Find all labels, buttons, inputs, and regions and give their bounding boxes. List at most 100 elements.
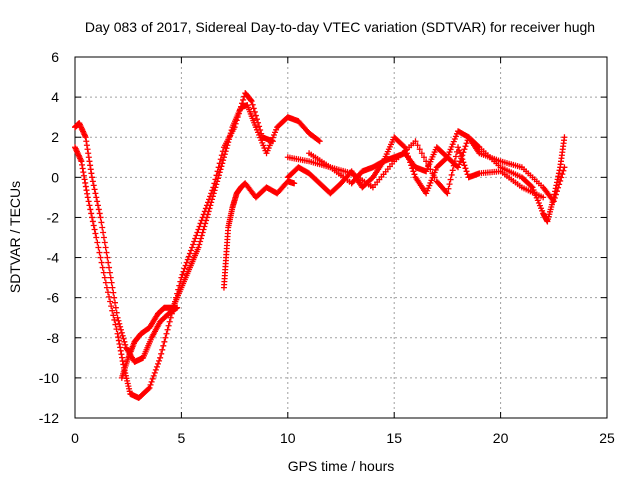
data-point — [94, 202, 101, 209]
data-point — [167, 314, 174, 321]
data-point — [102, 279, 109, 286]
data-point — [192, 235, 199, 242]
data-point — [249, 101, 256, 108]
data-point — [98, 219, 105, 226]
data-point — [458, 153, 465, 160]
data-point — [212, 184, 219, 191]
data-point — [102, 244, 109, 251]
data-point — [316, 138, 323, 145]
data-point — [160, 342, 167, 349]
y-tick-label: -12 — [39, 410, 59, 426]
data-point — [445, 185, 452, 192]
data-point — [455, 144, 462, 151]
data-point — [103, 249, 110, 256]
data-point — [197, 235, 204, 242]
data-point — [151, 369, 158, 376]
data-point — [107, 274, 114, 281]
data-point — [182, 262, 189, 269]
x-tick-label: 5 — [178, 430, 186, 446]
data-point — [449, 167, 456, 174]
data-point — [91, 226, 98, 233]
data-point — [431, 174, 438, 181]
data-point — [402, 147, 409, 154]
data-point — [412, 138, 419, 145]
data-point — [100, 229, 107, 236]
data-point — [166, 318, 173, 325]
data-point — [418, 150, 425, 157]
data-point — [224, 142, 231, 149]
data-point — [156, 357, 163, 364]
data-point — [209, 196, 216, 203]
y-tick-label: 4 — [51, 89, 59, 105]
data-point — [446, 181, 453, 188]
data-point — [561, 164, 568, 171]
y-tick-label: 2 — [51, 129, 59, 145]
data-point — [91, 186, 98, 193]
data-point — [96, 210, 103, 217]
data-point — [146, 384, 153, 391]
data-point — [461, 162, 468, 169]
y-tick-label: 6 — [51, 49, 59, 65]
data-point — [219, 160, 226, 167]
data-point — [200, 226, 207, 233]
data-point — [162, 334, 169, 341]
data-point — [115, 317, 122, 324]
data-point — [112, 304, 119, 311]
data-point — [461, 146, 468, 153]
data-point — [217, 166, 224, 173]
data-point — [457, 150, 464, 157]
x-tick-label: 10 — [280, 430, 296, 446]
data-point — [196, 241, 203, 248]
data-point — [116, 320, 123, 327]
data-point — [152, 366, 159, 373]
data-point — [198, 232, 205, 239]
data-point — [203, 217, 210, 224]
data-point — [84, 194, 91, 201]
y-tick-label: -6 — [47, 290, 60, 306]
data-point — [420, 154, 427, 161]
data-point — [97, 214, 104, 221]
data-point — [99, 224, 106, 231]
data-point — [90, 182, 97, 189]
data-point — [112, 299, 119, 306]
data-point — [193, 232, 200, 239]
data-point — [148, 378, 155, 385]
data-point — [87, 206, 94, 213]
data-point — [93, 234, 100, 241]
data-point — [163, 330, 170, 337]
data-point — [557, 177, 564, 184]
data-point — [560, 167, 567, 174]
data-point — [201, 223, 208, 230]
data-point — [443, 155, 450, 162]
data-point — [103, 284, 110, 291]
data-point — [427, 166, 434, 173]
series-track-2 — [72, 120, 181, 365]
data-point — [220, 157, 227, 164]
data-point — [121, 338, 128, 345]
data-point — [410, 168, 417, 175]
y-tick-label: -10 — [39, 370, 59, 386]
data-point — [191, 238, 198, 245]
data-point — [119, 332, 126, 339]
data-point — [108, 303, 115, 310]
data-point — [109, 307, 116, 314]
data-point — [423, 158, 430, 165]
data-point — [408, 162, 415, 169]
data-point — [460, 149, 467, 156]
data-point — [556, 181, 563, 188]
data-point — [88, 210, 95, 217]
data-point — [93, 194, 100, 201]
data-point — [157, 354, 164, 361]
data-point — [112, 321, 119, 328]
data-point — [207, 202, 214, 209]
data-point — [98, 259, 105, 266]
data-point — [228, 127, 235, 134]
data-point — [248, 98, 255, 105]
y-tick-label: 0 — [51, 169, 59, 185]
data-point — [154, 360, 161, 367]
data-point — [95, 206, 102, 213]
data-point — [101, 239, 108, 246]
data-point — [100, 234, 107, 241]
data-point — [250, 105, 257, 112]
data-point — [187, 247, 194, 254]
